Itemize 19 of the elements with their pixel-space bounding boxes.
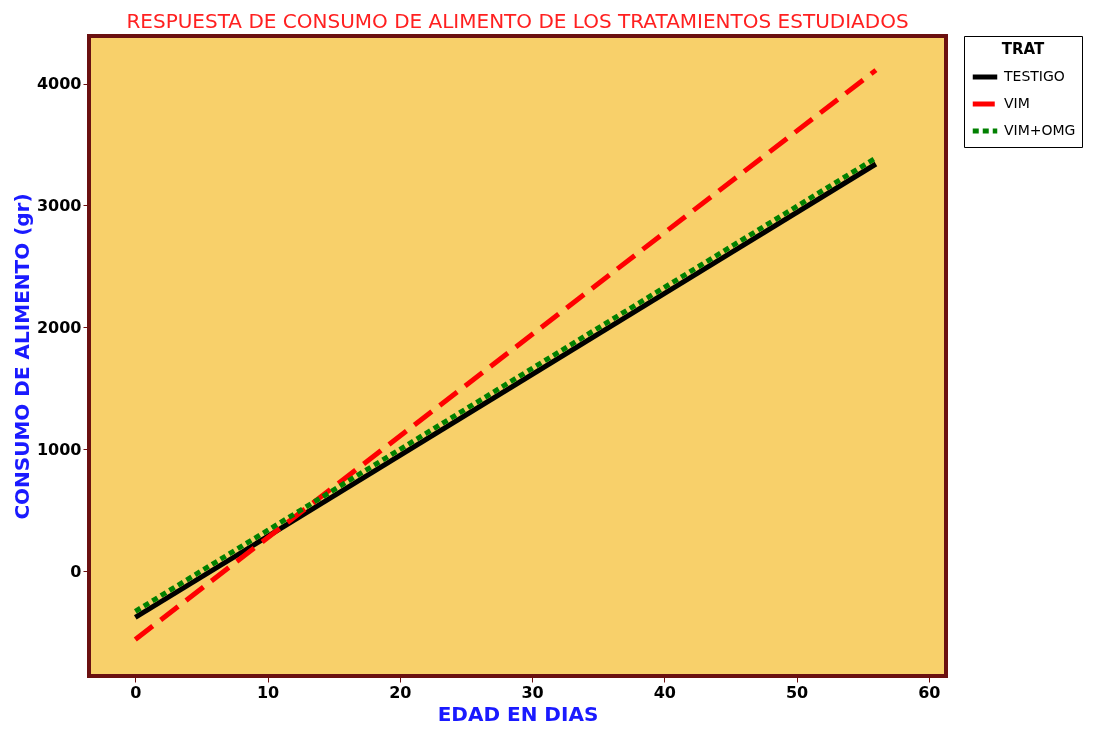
x-tick-label: 50 (785, 682, 809, 702)
legend-label: VIM+OMG (1004, 122, 1076, 138)
x-axis-title: EDAD EN DIAS (437, 701, 599, 726)
legend-label: VIM (1004, 95, 1030, 111)
y-tick-label: 4000 (36, 74, 82, 94)
x-tick-label: 60 (918, 682, 941, 702)
x-tick-label: 30 (521, 682, 544, 702)
chart-title: RESPUESTA DE CONSUMO DE ALIMENTO DE LOS TRATAMIENTOS ESTUDIADOS (126, 9, 909, 33)
x-tick-label: 10 (256, 682, 280, 702)
y-axis-title: CONSUMO DE ALIMENTO (gr) (9, 193, 34, 520)
x-tick-label: 20 (389, 682, 412, 702)
y-tick-label: 1000 (36, 439, 82, 459)
y-tick-label: 3000 (36, 195, 82, 215)
legend-title: TRAT (1001, 40, 1045, 58)
x-tick-label: 0 (130, 682, 142, 702)
legend-label: TESTIGO (1003, 68, 1065, 84)
x-tick-label: 40 (653, 682, 676, 702)
y-tick-label: 0 (70, 561, 82, 581)
y-tick-label: 2000 (36, 317, 82, 337)
